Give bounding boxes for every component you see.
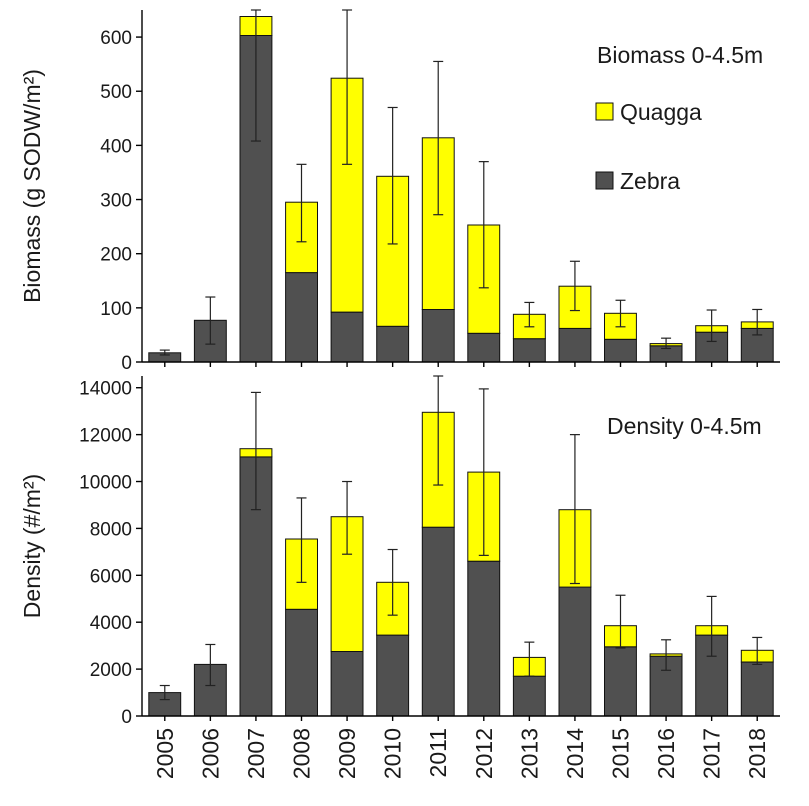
biomass-y-tick-label-0: 0: [121, 353, 132, 374]
biomass-error-bar-2005: [159, 349, 170, 356]
legend-swatch-quagga: [595, 102, 614, 121]
density-error-bar-2018: [752, 636, 763, 666]
density-y-tick-label-2000: 2000: [90, 660, 132, 681]
density-error-bar-2013: [524, 641, 535, 677]
x-tick-label-2009: 2009: [334, 728, 360, 779]
density-panel-title: Density 0-4.5m: [607, 413, 762, 439]
x-tick-label-2014: 2014: [562, 728, 588, 779]
x-tick-label-2005: 2005: [152, 728, 178, 779]
density-y-tick-label-8000: 8000: [90, 519, 132, 540]
biomass-bar-zebra-2011: [421, 309, 455, 363]
x-tick-label-2016: 2016: [653, 728, 679, 779]
density-y-tick-label-10000: 10000: [79, 473, 132, 494]
density-y-tick-label-0: 0: [121, 707, 132, 728]
density-y-tick-label-12000: 12000: [79, 426, 132, 447]
biomass-error-bar-2017: [706, 309, 717, 343]
biomass-bars: [148, 9, 774, 363]
density-error-bar-2011: [433, 375, 444, 486]
biomass-error-bar-2014: [569, 260, 580, 312]
biomass-error-bar-2012: [478, 161, 489, 289]
biomass-panel-title: Biomass 0-4.5m: [597, 42, 763, 68]
density-y-tick-label-14000: 14000: [79, 379, 132, 400]
x-tick-label-2007: 2007: [243, 728, 269, 779]
density-error-bar-2009: [342, 480, 353, 555]
biomass-bar-zebra-2015: [604, 338, 637, 363]
biomass-error-bar-2008: [296, 163, 307, 243]
density-y-axis-label: Density (#/m²): [19, 474, 45, 618]
density-error-bar-2010: [387, 548, 398, 616]
density-bar-zebra-2012: [467, 560, 501, 717]
biomass-bar-zebra-2014: [558, 327, 592, 363]
biomass-y-tick-label-300: 300: [100, 191, 132, 212]
biomass-bar-zebra-2013: [512, 338, 546, 363]
biomass-y-tick-label-400: 400: [100, 136, 132, 157]
x-tick-label-2012: 2012: [471, 728, 497, 779]
biomass-error-bar-2007: [250, 9, 261, 142]
density-bar-zebra-2014: [558, 586, 592, 717]
x-tick-label-2015: 2015: [608, 728, 634, 779]
density-error-bar-2016: [661, 639, 672, 671]
biomass-error-bar-2013: [524, 301, 535, 328]
legend-swatch-zebra: [595, 171, 614, 190]
density-bar-zebra-2009: [330, 651, 364, 717]
density-error-bar-2015: [615, 594, 626, 649]
x-tick-label-2006: 2006: [197, 728, 223, 779]
biomass-bar-zebra-2009: [330, 311, 364, 363]
legend-label-zebra: Zebra: [620, 168, 680, 194]
biomass-panel: Biomass 0-4.5m Quagga Zebra Biomass (g S…: [19, 9, 780, 374]
density-error-bar-2008: [296, 497, 307, 583]
density-bar-zebra-2015: [604, 646, 637, 717]
biomass-error-bar-2018: [752, 308, 763, 336]
density-bar-zebra-2008: [285, 608, 319, 717]
density-error-bar-2005: [159, 684, 170, 701]
x-tick-label-2017: 2017: [699, 728, 725, 779]
biomass-bar-zebra-2012: [467, 332, 501, 363]
biomass-y-tick-label-600: 600: [100, 28, 132, 49]
biomass-error-bar-2016: [661, 337, 672, 350]
biomass-y-tick-label-200: 200: [100, 245, 132, 266]
density-bar-zebra-2011: [421, 526, 455, 717]
density-y-tick-label-4000: 4000: [90, 613, 132, 634]
density-bars: [148, 375, 774, 717]
x-tick-label-2010: 2010: [380, 728, 406, 779]
biomass-y-tick-label-500: 500: [100, 82, 132, 103]
x-tick-label-2008: 2008: [289, 728, 315, 779]
density-y-tick-label-6000: 6000: [90, 566, 132, 587]
biomass-error-bar-2006: [205, 296, 216, 345]
biomass-y-axis-label: Biomass (g SODW/m²): [19, 69, 45, 303]
biomass-bar-zebra-2008: [285, 272, 319, 363]
density-bar-zebra-2010: [376, 634, 410, 717]
legend: Quagga Zebra: [595, 99, 702, 194]
biomass-bar-zebra-2010: [376, 325, 410, 363]
x-tick-label-2013: 2013: [516, 728, 542, 779]
density-error-bar-2006: [205, 643, 216, 687]
density-bar-zebra-2013: [512, 675, 546, 717]
biomass-error-bar-2011: [433, 60, 444, 216]
legend-label-quagga: Quagga: [620, 99, 702, 125]
density-error-bar-2012: [478, 388, 489, 556]
density-panel: Density 0-4.5m Density (#/m²) 0 2000 4000 60…: [19, 375, 780, 779]
density-error-bar-2014: [569, 434, 580, 585]
density-error-bar-2017: [706, 595, 717, 657]
x-tick-label-2018: 2018: [744, 728, 770, 779]
density-error-bar-2007: [250, 391, 261, 511]
biomass-error-bar-2015: [615, 299, 626, 328]
x-tick-label-2011: 2011: [425, 728, 451, 777]
biomass-error-bar-2009: [342, 9, 353, 165]
biomass-y-tick-label-100: 100: [100, 299, 132, 320]
density-bar-zebra-2018: [740, 661, 774, 717]
biomass-error-bar-2010: [387, 106, 398, 245]
